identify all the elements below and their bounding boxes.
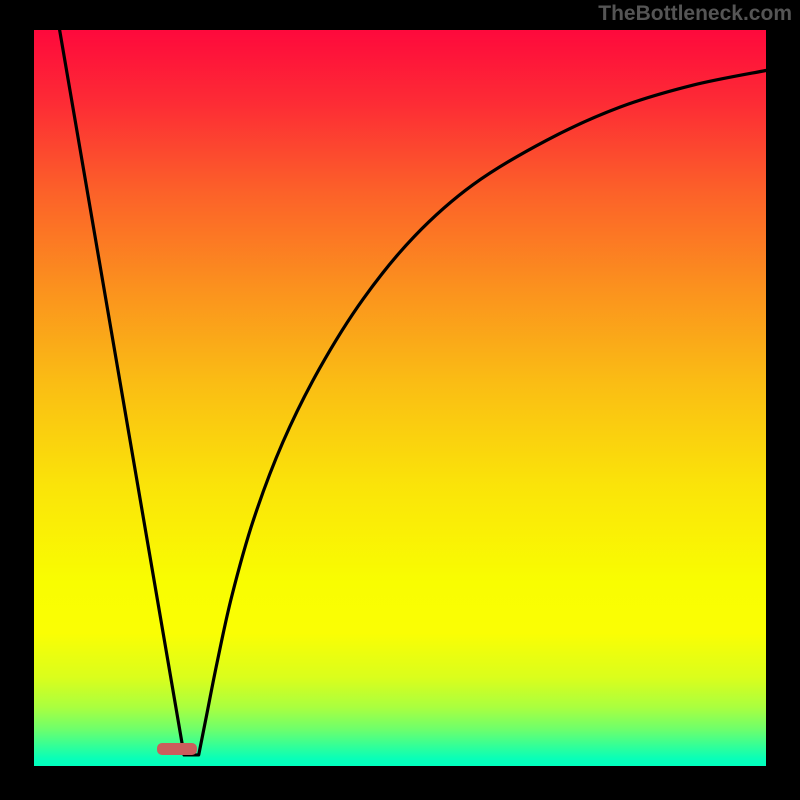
watermark-text: TheBottleneck.com bbox=[598, 2, 792, 26]
bottleneck-curve bbox=[60, 30, 766, 755]
curve-svg bbox=[34, 30, 766, 766]
chart-container: TheBottleneck.com bbox=[0, 0, 800, 800]
vertex-marker bbox=[157, 743, 197, 755]
plot-area bbox=[34, 30, 766, 766]
